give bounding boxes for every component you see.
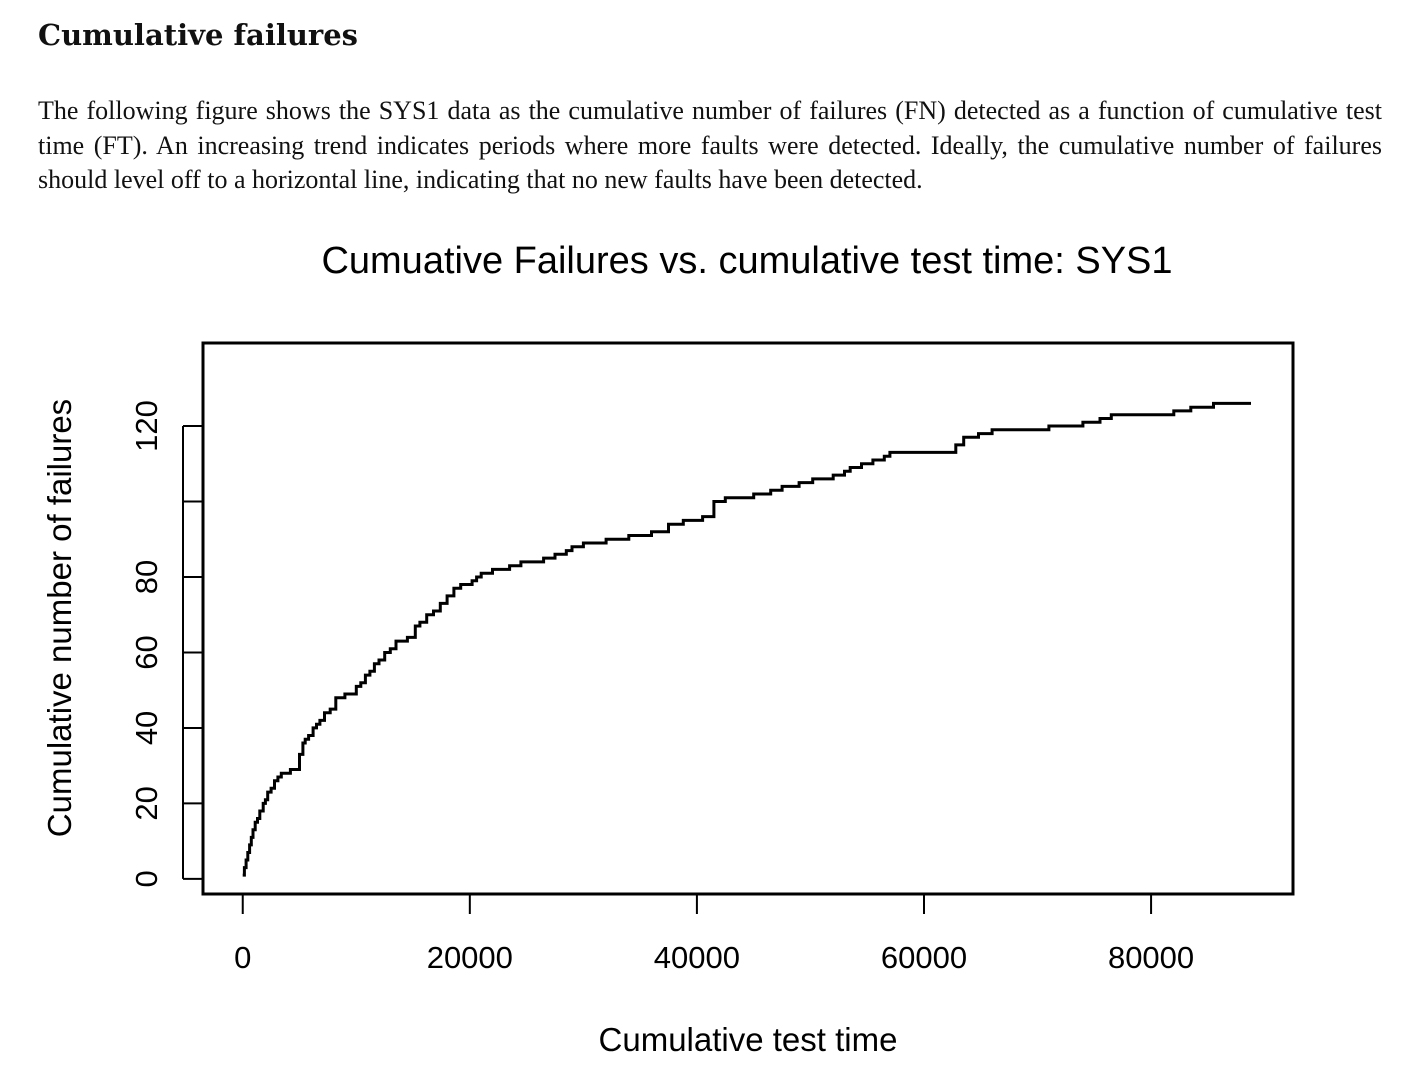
x-tick-label: 60000: [881, 940, 967, 975]
x-axis: 0 20000 40000 60000 80000: [234, 893, 1194, 975]
section-heading: Cumulative failures: [38, 18, 358, 52]
intro-paragraph: The following figure shows the SYS1 data…: [38, 96, 1382, 194]
y-tick-label: 40: [129, 711, 164, 745]
y-tick-label: 0: [129, 870, 164, 887]
x-tick-label: 80000: [1108, 940, 1194, 975]
x-tick-label: 0: [234, 940, 251, 975]
y-tick-label: 60: [129, 635, 164, 669]
x-axis-label: Cumulative test time: [599, 1021, 898, 1058]
x-tick-label: 20000: [427, 940, 513, 975]
y-tick-label: 120: [129, 400, 164, 452]
y-tick-label: 20: [129, 786, 164, 820]
y-axis: 0 20 40 60 80 120: [129, 400, 203, 888]
series-line-cumulative-failures: [242, 401, 1251, 877]
chart-title: Cumuative Failures vs. cumulative test t…: [321, 240, 1172, 282]
x-tick-label: 40000: [654, 940, 740, 975]
plot-frame: [201, 341, 1295, 896]
y-axis-label: Cumulative number of failures: [41, 399, 78, 837]
y-tick-label: 80: [129, 560, 164, 594]
